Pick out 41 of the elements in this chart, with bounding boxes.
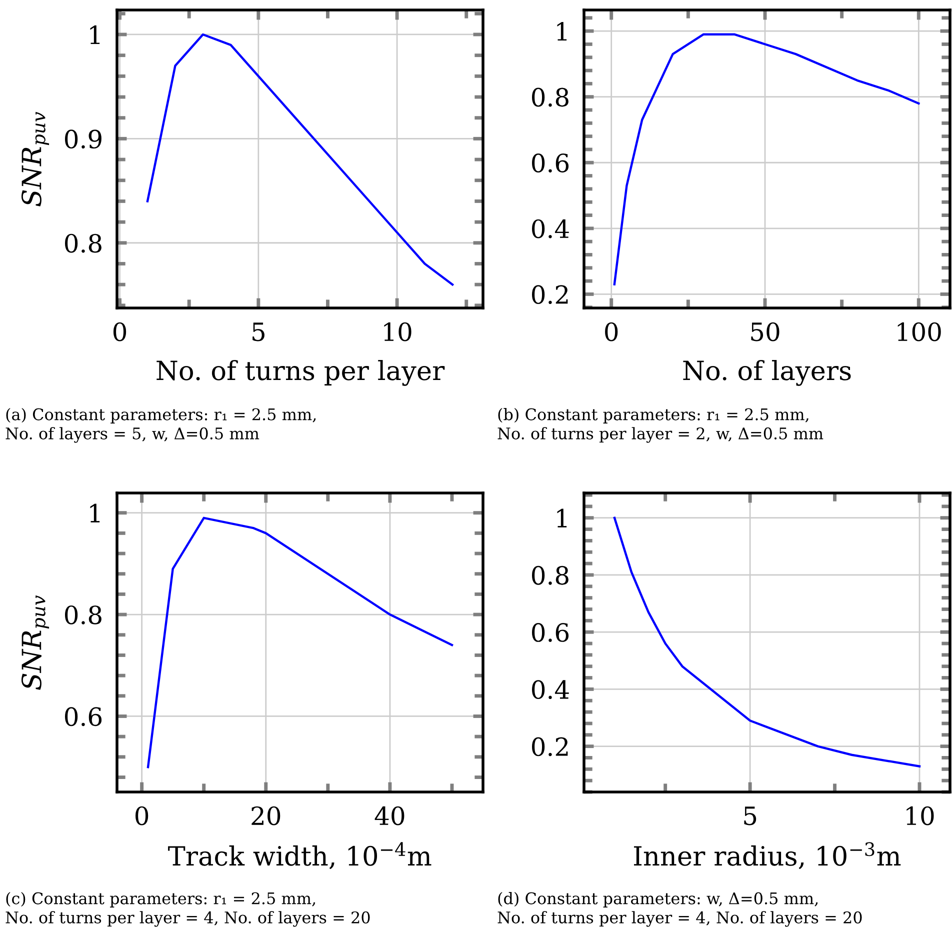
y-axis-title: SNR$_{puv}$ [21,595,50,690]
y-tick-label: 1 [90,25,100,44]
x-axis-title: Inner radius, 10$^{−3}$m [634,842,901,870]
y-tick-label: 0.8 [532,88,568,107]
x-tick-label: 5 [252,322,264,342]
y-tick-label: 0.6 [532,154,569,172]
text: (c) Constant parameters: r₁ = 2.5 mm, No. of turns per layer = 4, No. of layers = 20 [6,892,370,927]
x-axis-title: No. of turns per layer [156,360,445,386]
text: (b) Constant parameters: r₁ = 2.5 mm, No. of turns per layer = 2, w, Δ=0.5 mm [498,408,824,443]
x-tick-label: 50 [751,322,780,342]
x-tick-label: 10 [906,806,934,826]
line-series [146,516,454,768]
y-tick-label: 0.4 [532,680,569,700]
x-tick-label: 20 [252,806,280,826]
x-tick-label: 5 [744,806,756,826]
x-tick-label: 40 [374,806,404,826]
y-tick-label: 0.2 [532,737,568,756]
y-tick-label: 0.8 [65,605,102,624]
x-tick-label: 0 [113,322,126,342]
x-axis-title: Track width, 10$^{−4}$m [168,842,432,870]
x-tick-label: 100 [898,322,941,342]
y-tick-label: 0.9 [65,130,102,149]
y-tick-label: 1 [90,504,100,522]
y-axis-title: SNR$_{puv}$ [21,112,50,206]
line-series [146,33,454,286]
y-tick-label: 1 [557,22,567,41]
y-tick-label: 0.6 [65,707,102,726]
text: (d) Constant parameters: w, Δ=0.5 mm, No. of turns per layer = 4, No. of layers = 20 [498,892,862,927]
line-series [613,33,920,286]
y-tick-label: 0.2 [532,285,568,304]
x-tick-label: 0 [136,806,148,826]
y-tick-label: 0.8 [532,566,568,585]
x-tick-label: 0 [605,322,618,342]
y-tick-label: 1 [557,508,567,528]
x-tick-label: 10 [384,322,412,342]
text: (a) Constant parameters: r₁ = 2.5 mm, No. of layers = 5, w, Δ=0.5 mm [6,408,316,443]
y-tick-label: 0.4 [532,219,569,238]
y-tick-label: 0.8 [65,234,102,253]
line-series [613,516,921,768]
y-tick-label: 0.6 [532,623,569,642]
x-axis-title: No. of layers [683,360,851,386]
